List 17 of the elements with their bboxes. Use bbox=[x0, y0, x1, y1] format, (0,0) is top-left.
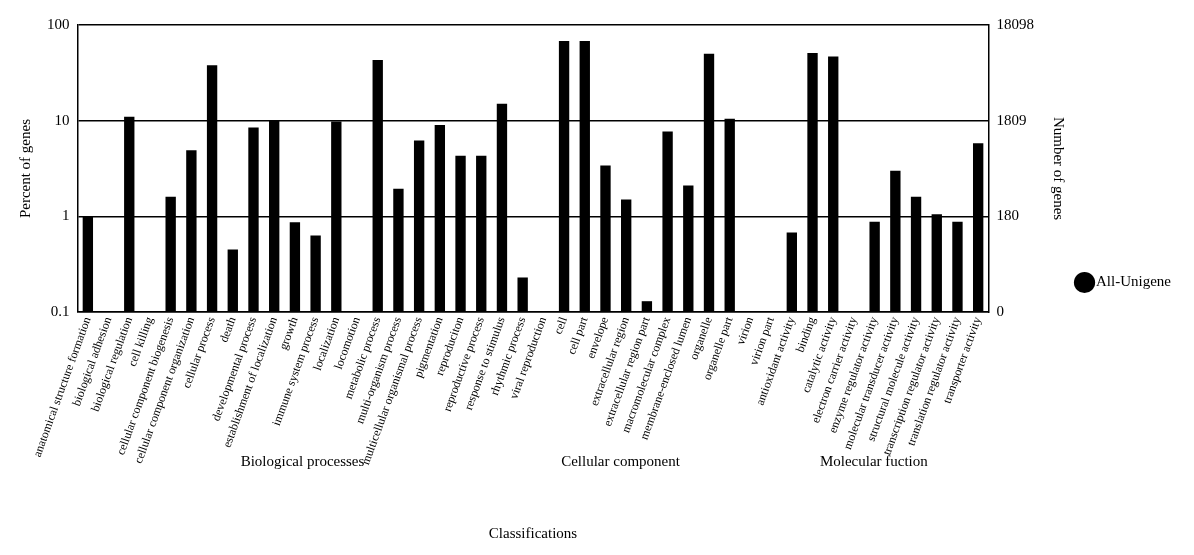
text: 0 bbox=[996, 303, 1005, 320]
x-tick-label: cell bbox=[550, 314, 571, 336]
text: Biological processes bbox=[240, 452, 365, 469]
y-tick-label: 1 bbox=[62, 207, 70, 224]
y-tick-label: 100 bbox=[47, 15, 70, 32]
x-axis-title: Classifications bbox=[488, 524, 578, 541]
text: 18098 bbox=[996, 15, 1035, 32]
text: Cellular component bbox=[561, 452, 681, 469]
text: 1809 bbox=[996, 111, 1027, 128]
y-axis-title: Percent of genes bbox=[16, 118, 33, 219]
x-tick-label: virion bbox=[733, 314, 757, 347]
y2-axis-title: Number of genes bbox=[1050, 116, 1067, 221]
y-tick-label: 10 bbox=[54, 111, 70, 128]
legend-label: All-Unigene bbox=[1096, 273, 1172, 290]
text: 180 bbox=[996, 207, 1020, 224]
x-tick-label: death bbox=[216, 314, 239, 345]
y-tick-label: 0.1 bbox=[50, 303, 70, 320]
